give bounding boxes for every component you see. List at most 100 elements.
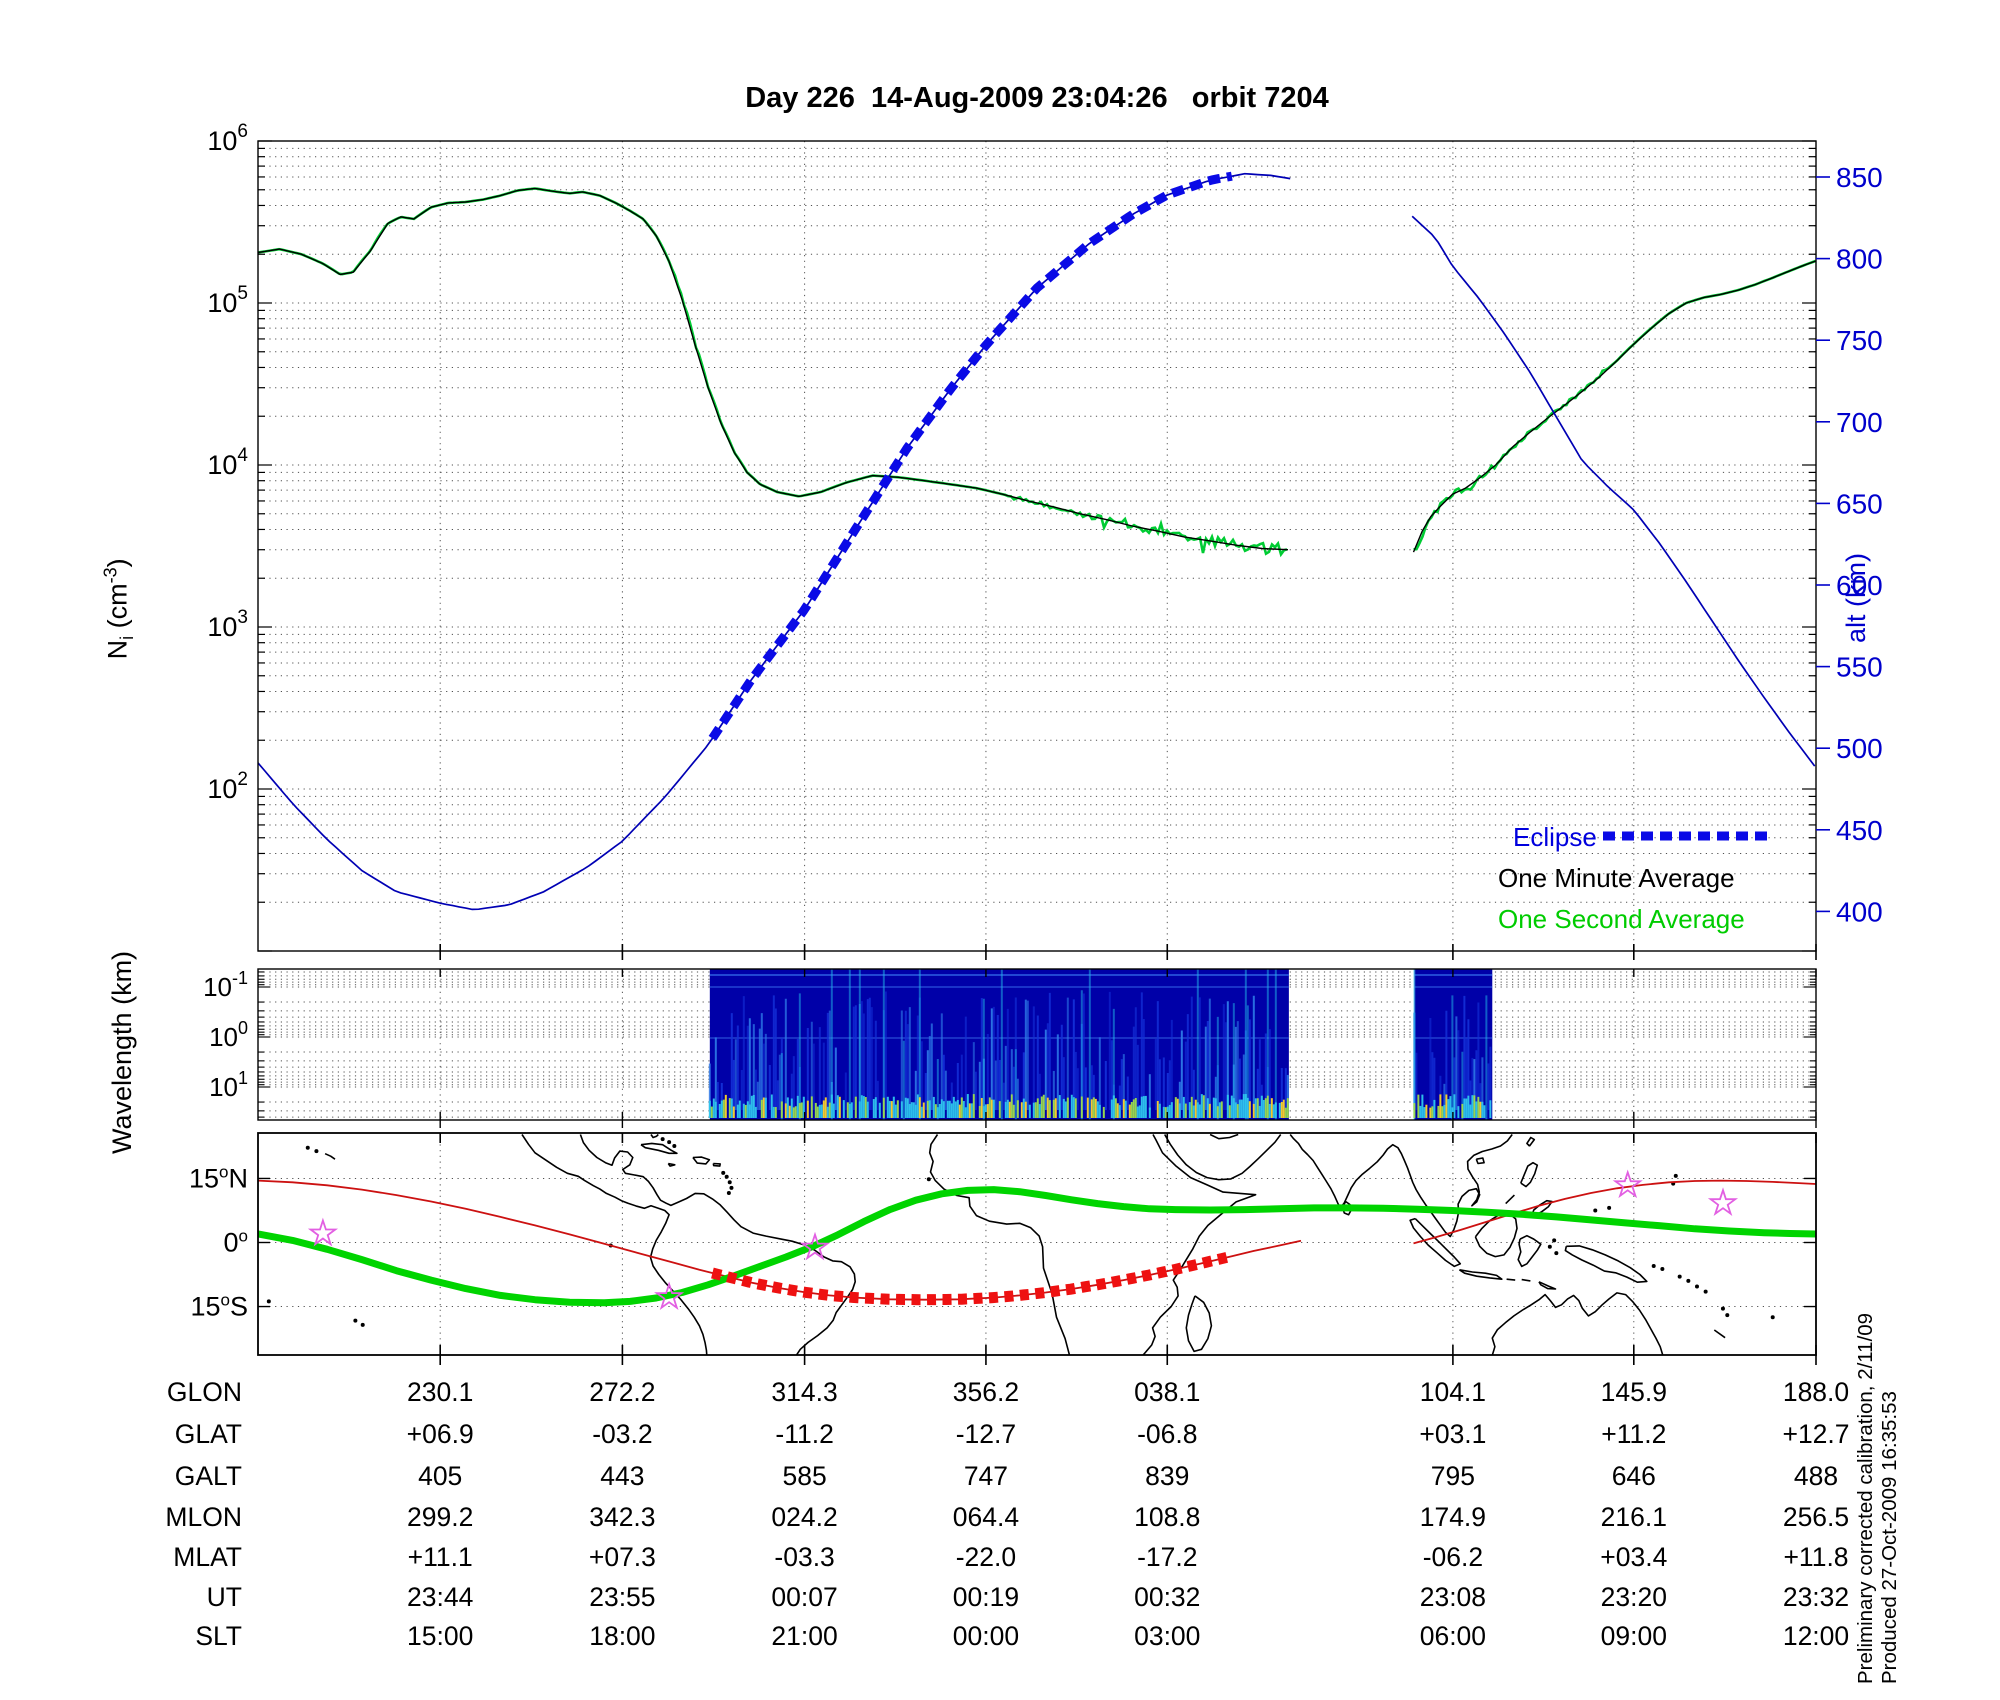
table-cell: 356.2 — [952, 1377, 1020, 1407]
map-lat-label: 15oN — [189, 1162, 248, 1193]
page-title: Day 226 14-Aug-2009 23:04:26 orbit 7204 — [745, 82, 1329, 114]
map-star-marker — [1707, 1187, 1739, 1217]
table-cell: +07.3 — [588, 1542, 656, 1572]
table-cell: 03:00 — [1134, 1621, 1201, 1651]
table-cell: 216.1 — [1600, 1502, 1667, 1532]
wavelength-tick-label: 101 — [209, 1068, 248, 1102]
table-cell: 18:00 — [589, 1621, 656, 1651]
table-row-label-SLT: SLT — [195, 1621, 242, 1651]
ni-tick-label: 103 — [207, 607, 248, 642]
map-lat-labels: 15oN 0o 15oS — [189, 1162, 248, 1321]
table-cell: +12.7 — [1782, 1419, 1850, 1449]
table-row-label-MLON: MLON — [165, 1502, 242, 1532]
map-star-marker — [307, 1217, 339, 1247]
table-cell: 23:08 — [1419, 1582, 1487, 1612]
table-cell: 23:20 — [1600, 1582, 1667, 1612]
table-cell: -12.7 — [955, 1419, 1017, 1449]
map-lat-label: 15oS — [190, 1291, 248, 1322]
table-row-label-GALT: GALT — [174, 1461, 242, 1491]
legend-one-minute-label: One Minute Average — [1498, 863, 1735, 893]
wavelength-axis-label: Wavelength (km) — [107, 950, 137, 1154]
table-cell: 188.0 — [1782, 1377, 1850, 1407]
alt-tick-label: 800 — [1836, 244, 1883, 275]
ni-tick-label: 105 — [207, 283, 248, 318]
map-star-marker — [799, 1231, 831, 1261]
table-cell: 09:00 — [1600, 1621, 1667, 1651]
table-cell: +11.2 — [1601, 1419, 1667, 1449]
ni-tick-label: 104 — [207, 445, 248, 480]
table-cell: 21:00 — [771, 1621, 838, 1651]
table-cell: 024.2 — [771, 1502, 838, 1532]
table-cell: -06.2 — [1422, 1542, 1484, 1572]
wavelength-tick-label: 100 — [209, 1018, 248, 1052]
wavelength-tick-label: 10-1 — [203, 968, 248, 1002]
map-panel — [257, 1132, 1817, 1365]
table-cell: 06:00 — [1419, 1621, 1487, 1651]
table-cell: 839 — [1145, 1461, 1190, 1491]
alt-tick-label: 450 — [1836, 815, 1883, 846]
table-cell: 12:00 — [1782, 1621, 1850, 1651]
table-cell: -11.2 — [775, 1419, 834, 1449]
alt-tick-labels: 850 800 750 700 650 600 550 500 450 400 — [1816, 162, 1883, 927]
table-cell: 405 — [418, 1461, 463, 1491]
table-cell: 23:32 — [1782, 1582, 1850, 1612]
table-cell: 174.9 — [1419, 1502, 1487, 1532]
alt-tick-label: 650 — [1836, 488, 1883, 519]
table-cell: 646 — [1611, 1461, 1656, 1491]
table-cell: 747 — [963, 1461, 1009, 1491]
table-cell: 299.2 — [407, 1502, 474, 1532]
table-cell: -03.2 — [592, 1419, 653, 1449]
table-cell: +03.4 — [1600, 1542, 1668, 1572]
map-content — [258, 1133, 1816, 1355]
spectrogram-panel — [257, 968, 1817, 1128]
alt-tick-label: 400 — [1836, 896, 1883, 927]
table-cell: 23:55 — [589, 1582, 656, 1612]
table-cell: 795 — [1430, 1461, 1475, 1491]
ni-tick-labels: 106 105 104 103 102 — [207, 121, 248, 804]
table-cell: 00:32 — [1134, 1582, 1201, 1612]
map-star-marker — [1612, 1169, 1643, 1199]
table-cell: 064.4 — [952, 1502, 1020, 1532]
alt-tick-label: 550 — [1836, 652, 1883, 683]
legend-eclipse-label: Eclipse — [1513, 822, 1597, 852]
ni-axis-label: Ni (cm-3) — [100, 558, 137, 660]
table-cell: 038.1 — [1134, 1377, 1201, 1407]
table-cell: 00:07 — [771, 1582, 838, 1612]
table-cell: 342.3 — [589, 1502, 656, 1532]
top-plot — [257, 140, 1817, 960]
table-cell: 145.9 — [1600, 1377, 1667, 1407]
table-cell: 104.1 — [1419, 1377, 1487, 1407]
ni-tick-label: 106 — [207, 121, 248, 156]
table-cell: 256.5 — [1782, 1502, 1850, 1532]
table-cell: 00:00 — [952, 1621, 1020, 1651]
table-cell: 314.3 — [771, 1377, 838, 1407]
table-cell: 585 — [782, 1461, 827, 1491]
spectrogram-data-blocks — [708, 969, 1493, 1120]
table-cell: -03.3 — [774, 1542, 835, 1572]
map-star-marker — [654, 1281, 685, 1311]
alt-tick-label: 700 — [1836, 407, 1883, 438]
table-cell: 108.8 — [1134, 1502, 1201, 1532]
map-lat-label: 0o — [224, 1227, 249, 1258]
table-row-label-GLAT: GLAT — [174, 1419, 242, 1449]
alt-tick-label: 750 — [1836, 325, 1883, 356]
table-cell: 00:19 — [952, 1582, 1020, 1612]
alt-axis-label: alt (km) — [1841, 553, 1871, 643]
legend-one-second-label: One Second Average — [1498, 904, 1745, 934]
table-cell: +11.8 — [1783, 1542, 1849, 1572]
table-row-label-MLAT: MLAT — [173, 1542, 242, 1572]
wavelength-tick-labels: 10-1 100 101 — [203, 968, 248, 1102]
table-cell: -06.8 — [1137, 1419, 1198, 1449]
top-plot-curves — [258, 171, 1816, 911]
table-row-label-UT: UT — [206, 1582, 242, 1612]
table-cell: +03.1 — [1419, 1419, 1487, 1449]
alt-tick-label: 850 — [1836, 162, 1883, 193]
table-cell: 23:44 — [407, 1582, 474, 1612]
ni-tick-label: 102 — [207, 769, 248, 804]
table-cell: 488 — [1793, 1461, 1839, 1491]
table-cell: -22.0 — [955, 1542, 1017, 1572]
table-cell: 15:00 — [407, 1621, 474, 1651]
table-cell: 272.2 — [589, 1377, 656, 1407]
alt-tick-label: 600 — [1836, 570, 1883, 601]
